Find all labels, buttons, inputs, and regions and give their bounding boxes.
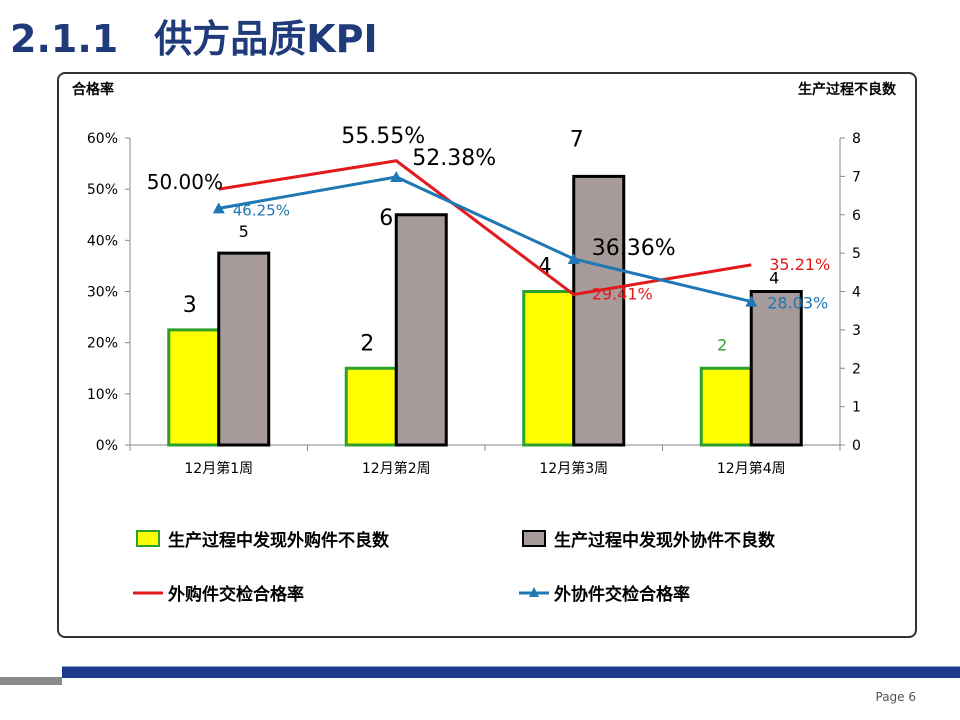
right-tick-label: 3 (852, 323, 861, 339)
bar-purchased-label: 3 (183, 293, 197, 318)
left-tick-label: 10% (87, 387, 118, 403)
footer-blue-band (62, 666, 960, 678)
bar-outsourced-label: 4 (769, 269, 779, 288)
category-label: 12月第2周 (362, 460, 431, 477)
outsourced-pass-rate-line (218, 175, 752, 304)
category-label: 12月第4周 (717, 460, 786, 477)
right-tick-label: 8 (852, 131, 861, 147)
left-axis-title: 合格率 (72, 81, 114, 98)
purchased-rate-label: 50.00% (147, 170, 223, 194)
outsourced-pass-rate-marker (212, 202, 225, 214)
left-tick-label: 20% (87, 336, 118, 352)
bar-purchased-label: 2 (717, 335, 727, 354)
left-tick-label: 40% (87, 233, 118, 249)
left-tick-label: 50% (87, 182, 118, 198)
purchased-rate-label: 55.55% (341, 124, 425, 149)
right-tick-label: 1 (852, 400, 861, 416)
right-axis-title: 生产过程不良数 (798, 81, 897, 98)
bar-purchased-label: 2 (360, 331, 374, 356)
purchased-pass-rate-line (218, 159, 752, 297)
right-tick-label: 5 (852, 246, 861, 262)
legend-purchased-bar-label: 生产过程中发现外购件不良数 (168, 530, 390, 551)
right-tick-label: 4 (852, 285, 861, 301)
page-number: Page 6 (875, 690, 917, 704)
legend-purchased-bar-swatch (136, 530, 160, 547)
bar-outsourced-label: 5 (239, 222, 249, 241)
left-tick-label: 0% (96, 438, 118, 454)
outsourced-rate-label: 28.03% (767, 294, 828, 313)
bar-purchased-defects (699, 366, 753, 447)
chart-frame (57, 72, 917, 638)
legend-purchased-line-label: 外购件交检合格率 (168, 584, 304, 605)
bar-purchased-defects (167, 328, 221, 447)
legend-outsourced-bar-label: 生产过程中发现外协件不良数 (554, 530, 776, 551)
left-tick-label: 30% (87, 285, 118, 301)
outsourced-pass-rate-marker (567, 252, 580, 264)
bar-purchased-defects (344, 366, 398, 447)
bar-outsourced-defects (572, 174, 626, 447)
right-tick-label: 0 (852, 438, 861, 454)
section-number: 2.1.1 (10, 17, 119, 61)
category-label: 12月第1周 (184, 460, 253, 477)
legend-outsourced-line-label: 外协件交检合格率 (554, 584, 690, 605)
bar-outsourced-defects (217, 251, 271, 447)
outsourced-rate-label: 46.25% (233, 201, 290, 219)
purchased-rate-label: 29.41% (592, 285, 653, 304)
outsourced-rate-label: 52.38% (412, 146, 496, 171)
legend-outsourced-marker (529, 587, 539, 597)
outsourced-pass-rate-marker (390, 170, 403, 182)
legend-outsourced-bar-swatch (522, 530, 546, 547)
category-label: 12月第3周 (539, 460, 608, 477)
right-tick-label: 2 (852, 361, 861, 377)
bar-purchased-label: 4 (538, 255, 552, 280)
bar-purchased-defects (522, 290, 576, 447)
bar-outsourced-defects (394, 213, 448, 447)
slide-title: 2.1.1 供方品质KPI (10, 8, 378, 63)
right-tick-label: 7 (852, 169, 861, 185)
bar-outsourced-defects (749, 290, 803, 447)
bar-outsourced-label: 6 (379, 206, 393, 231)
purchased-rate-label: 35.21% (769, 255, 830, 274)
left-tick-label: 60% (87, 131, 118, 147)
bar-outsourced-label: 7 (570, 127, 584, 152)
footer-grey-band (0, 677, 62, 685)
right-tick-label: 6 (852, 208, 861, 224)
outsourced-pass-rate-marker (745, 295, 758, 307)
title-text: 供方品质KPI (154, 17, 378, 61)
outsourced-rate-label: 36.36% (592, 236, 676, 261)
